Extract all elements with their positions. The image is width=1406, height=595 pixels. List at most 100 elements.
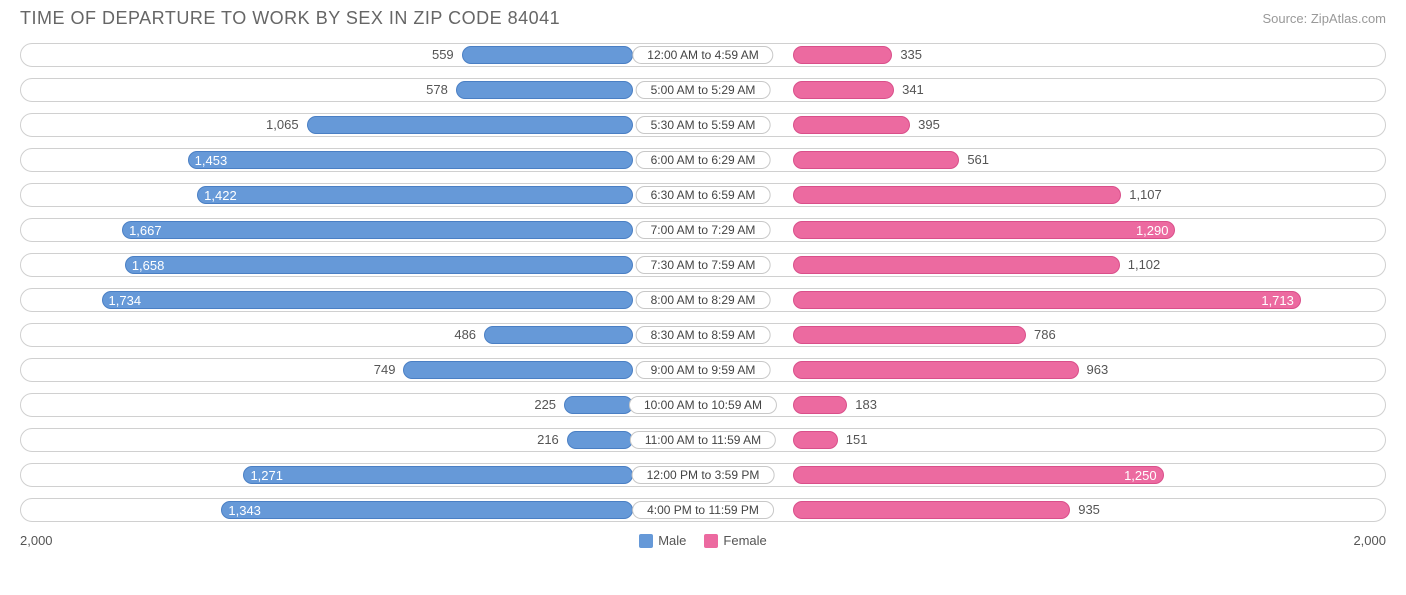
female-value: 1,290 — [1136, 222, 1169, 240]
chart-row: 1,453 561 6:00 AM to 6:29 AM — [20, 142, 1386, 177]
chart-row: 1,4221,1076:30 AM to 6:59 AM — [20, 177, 1386, 212]
male-half: 749 — [20, 358, 703, 382]
time-range-label: 4:00 PM to 11:59 PM — [632, 501, 774, 519]
time-range-label: 7:00 AM to 7:29 AM — [636, 221, 771, 239]
chart-body: 55933512:00 AM to 4:59 AM 578 341 5:00 AM t… — [0, 33, 1406, 527]
row-inner: 55933512:00 AM to 4:59 AM — [20, 43, 1386, 67]
row-inner: 1,6581,1027:30 AM to 7:59 AM — [20, 253, 1386, 277]
female-half: 1,102 — [703, 253, 1386, 277]
female-bar — [793, 361, 1079, 379]
female-half: 963 — [703, 358, 1386, 382]
female-half: 786 — [703, 323, 1386, 347]
male-bar: 1,422 — [197, 186, 633, 204]
legend-male-label: Male — [658, 533, 686, 548]
female-bar — [793, 116, 910, 134]
female-value: 341 — [898, 81, 924, 99]
row-inner: 1,667 1,290 7:00 AM to 7:29 AM — [20, 218, 1386, 242]
male-value: 578 — [426, 81, 452, 99]
time-range-label: 5:00 AM to 5:29 AM — [636, 81, 771, 99]
chart-title: TIME OF DEPARTURE TO WORK BY SEX IN ZIP … — [20, 8, 560, 29]
row-inner: 225 183 10:00 AM to 10:59 AM — [20, 393, 1386, 417]
male-half: 1,271 — [20, 463, 703, 487]
time-range-label: 8:30 AM to 8:59 AM — [636, 326, 771, 344]
row-inner: 486 786 8:30 AM to 8:59 AM — [20, 323, 1386, 347]
female-bar: 1,250 — [793, 466, 1164, 484]
legend-female-swatch — [704, 534, 718, 548]
female-value: 1,250 — [1124, 467, 1157, 485]
male-value: 559 — [432, 46, 458, 64]
legend: Male Female — [639, 533, 767, 548]
row-inner: 1,734 1,713 8:00 AM to 8:29 AM — [20, 288, 1386, 312]
chart-row: 578 341 5:00 AM to 5:29 AM — [20, 72, 1386, 107]
female-bar — [793, 81, 894, 99]
male-value: 1,271 — [250, 467, 283, 485]
chart-row: 1,6581,1027:30 AM to 7:59 AM — [20, 247, 1386, 282]
legend-male: Male — [639, 533, 686, 548]
female-bar — [793, 326, 1026, 344]
male-half: 1,658 — [20, 253, 703, 277]
male-bar: 1,667 — [122, 221, 633, 239]
female-bar: 1,290 — [793, 221, 1175, 239]
female-half: 183 — [703, 393, 1386, 417]
male-bar: 1,658 — [125, 256, 633, 274]
female-value: 561 — [963, 151, 989, 169]
legend-female-label: Female — [723, 533, 766, 548]
male-half: 1,065 — [20, 113, 703, 137]
male-bar — [567, 431, 633, 449]
male-half: 578 — [20, 78, 703, 102]
female-half: 561 — [703, 148, 1386, 172]
male-half: 216 — [20, 428, 703, 452]
row-inner: 749 963 9:00 AM to 9:59 AM — [20, 358, 1386, 382]
chart-row: 1,667 1,290 7:00 AM to 7:29 AM — [20, 212, 1386, 247]
row-inner: 1,2711,25012:00 PM to 3:59 PM — [20, 463, 1386, 487]
time-range-label: 9:00 AM to 9:59 AM — [636, 361, 771, 379]
female-half: 151 — [703, 428, 1386, 452]
female-bar — [793, 396, 847, 414]
male-bar — [456, 81, 633, 99]
male-bar: 1,734 — [102, 291, 633, 309]
time-range-label: 6:00 AM to 6:29 AM — [636, 151, 771, 169]
male-bar — [307, 116, 633, 134]
axis-left-label: 2,000 — [20, 533, 53, 548]
male-half: 559 — [20, 43, 703, 67]
male-value: 216 — [537, 431, 563, 449]
male-half: 1,667 — [20, 218, 703, 242]
male-value: 749 — [374, 361, 400, 379]
female-half: 1,290 — [703, 218, 1386, 242]
chart-row: 1,065 395 5:30 AM to 5:59 AM — [20, 107, 1386, 142]
female-bar — [793, 46, 892, 64]
time-range-label: 12:00 AM to 4:59 AM — [632, 46, 773, 64]
chart-row: 225 183 10:00 AM to 10:59 AM — [20, 387, 1386, 422]
chart-row: 1,2711,25012:00 PM to 3:59 PM — [20, 457, 1386, 492]
male-half: 1,734 — [20, 288, 703, 312]
axis-right-label: 2,000 — [1353, 533, 1386, 548]
chart-row: 486 786 8:30 AM to 8:59 AM — [20, 317, 1386, 352]
row-inner: 1,3439354:00 PM to 11:59 PM — [20, 498, 1386, 522]
male-half: 1,343 — [20, 498, 703, 522]
female-value: 395 — [914, 116, 940, 134]
time-range-label: 5:30 AM to 5:59 AM — [636, 116, 771, 134]
male-bar: 1,453 — [188, 151, 633, 169]
female-half: 1,250 — [703, 463, 1386, 487]
female-value: 963 — [1083, 361, 1109, 379]
female-bar — [793, 256, 1120, 274]
female-half: 1,713 — [703, 288, 1386, 312]
chart-row: 1,734 1,713 8:00 AM to 8:29 AM — [20, 282, 1386, 317]
female-value: 786 — [1030, 326, 1056, 344]
male-half: 486 — [20, 323, 703, 347]
female-bar: 1,713 — [793, 291, 1301, 309]
male-bar — [484, 326, 633, 344]
chart-row: 749 963 9:00 AM to 9:59 AM — [20, 352, 1386, 387]
male-bar — [403, 361, 633, 379]
female-value: 183 — [851, 396, 877, 414]
time-range-label: 10:00 AM to 10:59 AM — [629, 396, 777, 414]
female-half: 1,107 — [703, 183, 1386, 207]
chart-footer: 2,000 Male Female 2,000 — [0, 527, 1406, 548]
time-range-label: 8:00 AM to 8:29 AM — [636, 291, 771, 309]
row-inner: 578 341 5:00 AM to 5:29 AM — [20, 78, 1386, 102]
female-bar — [793, 501, 1070, 519]
male-value: 225 — [534, 396, 560, 414]
female-half: 935 — [703, 498, 1386, 522]
female-bar — [793, 151, 959, 169]
female-half: 341 — [703, 78, 1386, 102]
